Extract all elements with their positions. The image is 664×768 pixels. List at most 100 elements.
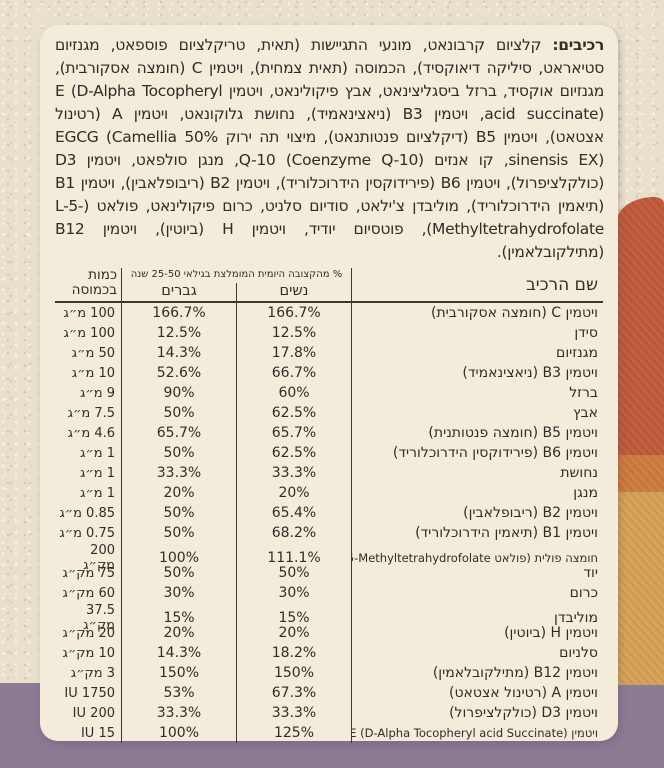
table-row: 1 מ״ג 33.3% 33.3% נחושת [55, 463, 603, 483]
column-header-amount-line2: בכמוסה [71, 282, 117, 298]
table-row: 200 מק״ג 100% 111.1% חומצה פולית (פולאט … [55, 543, 603, 573]
cell-amount: 1 מ״ג [55, 443, 122, 463]
cell-men-percent: 166.7% [122, 303, 237, 323]
cell-amount: 100 מ״ג [55, 323, 122, 343]
cell-men-percent: 12.5% [122, 323, 237, 343]
cell-women-percent: 30% [237, 583, 352, 603]
table-row: 100 מ״ג 166.7% 166.7% ויטמין C (חומצה אס… [55, 303, 603, 323]
cell-ingredient-name: ויטמין B1 (תיאמין הידרוכלוריד) [415, 525, 598, 541]
cell-men-percent: 50% [122, 443, 237, 463]
cell-men-percent: 50% [122, 403, 237, 423]
table-row: 20 מק״ג 20% 20% ויטמין H (ביוטין) [55, 623, 603, 643]
cell-men-percent: 14.3% [122, 343, 237, 363]
cell-ingredient-name: כרום [569, 585, 598, 601]
table-row: 7.5 מ״ג 50% 62.5% אבץ [55, 403, 603, 423]
ingredients-paragraph: רכיבים: קלציום קרבונאט, מונעי התגיישות (… [55, 34, 604, 267]
cell-women-percent: 68.2% [237, 523, 352, 543]
cell-ingredient-name: ויטמין B2 (ריבופלאבין) [463, 505, 598, 521]
cell-amount: 1 מ״ג [55, 463, 122, 483]
cell-women-percent: 20% [237, 623, 352, 643]
table-row: 200 IU 33.3% 33.3% ויטמין D3 (כולקלציפרו… [55, 703, 603, 723]
cell-ingredient-name: מגנזיום [556, 345, 598, 361]
cell-women-percent: 15% [237, 603, 352, 633]
cell-women-percent: 18.2% [237, 643, 352, 663]
table-row: 10 מק״ג 14.3% 18.2% סלניום [55, 643, 603, 663]
cell-women-percent: 111.1% [237, 543, 352, 573]
cell-men-percent: 150% [122, 663, 237, 683]
cell-amount: 9 מ״ג [55, 383, 122, 403]
table-row: 0.75 מ״ג 50% 68.2% ויטמין B1 (תיאמין היד… [55, 523, 603, 543]
cell-women-percent: 67.3% [237, 683, 352, 703]
cell-men-percent: 20% [122, 623, 237, 643]
cell-amount: 20 מק״ג [55, 623, 122, 643]
cell-amount: 37.5 מק״ג [55, 603, 122, 633]
cell-amount: 75 מק״ג [55, 563, 122, 583]
table-row: 100 מ״ג 12.5% 12.5% סידן [55, 323, 603, 343]
table-row: 3 מק״ג 150% 150% ויטמין B12 (מתילקובלאמי… [55, 663, 603, 683]
table-row: 1 מ״ג 20% 20% מנגן [55, 483, 603, 503]
side-band-dark-orange [617, 197, 664, 455]
table-row: 37.5 מק״ג 15% 15% מוליבדן [55, 603, 603, 633]
cell-ingredient-name: מנגן [573, 485, 598, 501]
table-row: 9 מ״ג 90% 60% ברזל [55, 383, 603, 403]
table-header: כמות בכמוסה % מהקצובה היומית המומלצת בגי… [55, 268, 603, 303]
cell-amount: 7.5 מ״ג [55, 403, 122, 423]
cell-women-percent: 33.3% [237, 463, 352, 483]
cell-women-percent: 166.7% [237, 303, 352, 323]
table-row: 0.85 מ״ג 50% 65.4% ויטמין B2 (ריבופלאבין… [55, 503, 603, 523]
cell-ingredient-name: יוד [583, 565, 598, 581]
cell-ingredient-name: ויטמין H (ביוטין) [504, 625, 598, 641]
column-header-ingredient-name: שם הרכיב [525, 274, 598, 295]
cell-amount: 1 מ״ג [55, 483, 122, 503]
side-band-gold [617, 492, 664, 685]
cell-men-percent: 15% [122, 603, 237, 633]
cell-amount: 100 מ״ג [55, 303, 122, 323]
cell-men-percent: 90% [122, 383, 237, 403]
ingredients-title: רכיבים: [552, 36, 604, 54]
cell-women-percent: 62.5% [237, 443, 352, 463]
cell-women-percent: 66.7% [237, 363, 352, 383]
cell-amount: 10 מק״ג [55, 643, 122, 663]
cell-amount: 200 IU [55, 703, 122, 723]
table-row: 10 מ״ג 52.6% 66.7% ויטמין B3 (ניאצינאמיד… [55, 363, 603, 383]
cell-ingredient-name: ויטמין B3 (ניאצינאמיד) [462, 365, 598, 381]
cell-amount: 60 מק״ג [55, 583, 122, 603]
column-header-amount-line1: כמות [88, 267, 117, 283]
cell-amount: 4.6 מ״ג [55, 423, 122, 443]
cell-women-percent: 33.3% [237, 703, 352, 723]
cell-men-percent: 30% [122, 583, 237, 603]
table-row: 75 מק״ג 50% 50% יוד [55, 563, 603, 583]
table-row: 15 IU 100% 125% ויטמין E (D-Alpha Tocoph… [55, 723, 603, 743]
cell-ingredient-name: ויטמין B6 (פירידוקסין הידרוכלוריד) [392, 445, 598, 461]
cell-women-percent: 65.7% [237, 423, 352, 443]
table-row: 50 מ״ג 14.3% 17.8% מגנזיום [55, 343, 603, 363]
cell-women-percent: 150% [237, 663, 352, 683]
cell-ingredient-name: ויטמין D3 (כולקלציפרול) [449, 705, 598, 721]
cell-ingredient-name: מוליבדן [554, 610, 598, 626]
column-header-rda: % מהקצובה היומית המומלצת בגילאי 25-50 שנ… [122, 268, 352, 283]
cell-amount: 10 מ״ג [55, 363, 122, 383]
cell-women-percent: 20% [237, 483, 352, 503]
cell-ingredient-name: ויטמין C (חומצה אסקורבית) [431, 305, 598, 321]
table-row: 4.6 מ״ג 65.7% 65.7% ויטמין B5 (חומצה פנט… [55, 423, 603, 443]
cell-ingredient-name: חומצה פולית (פולאט L-5-Methyltetrahydrof… [352, 551, 598, 565]
table-row: 1750 IU 53% 67.3% ויטמין A (רטינול אצטאט… [55, 683, 603, 703]
supplement-label-card: רכיבים: קלציום קרבונאט, מונעי התגיישות (… [40, 25, 618, 743]
nutrition-table: כמות בכמוסה % מהקצובה היומית המומלצת בגי… [55, 268, 603, 743]
cell-women-percent: 60% [237, 383, 352, 403]
cell-ingredient-name: נחושת [560, 465, 598, 481]
cell-men-percent: 100% [122, 723, 237, 743]
cell-ingredient-name: סידן [574, 325, 598, 341]
column-header-men: גברים [122, 283, 237, 301]
cell-ingredient-name: ויטמין B5 (חומצה פנטותנית) [428, 425, 598, 441]
cell-men-percent: 33.3% [122, 703, 237, 723]
cell-women-percent: 12.5% [237, 323, 352, 343]
cell-ingredient-name: ברזל [569, 385, 598, 401]
ingredients-text: קלציום קרבונאט, מונעי התגיישות (תאית, טר… [55, 36, 604, 261]
side-band-orange [617, 455, 664, 492]
cell-men-percent: 50% [122, 563, 237, 583]
table-row: 1 מ״ג 50% 62.5% ויטמין B6 (פירידוקסין הי… [55, 443, 603, 463]
table-body: 100 מ״ג 166.7% 166.7% ויטמין C (חומצה אס… [55, 303, 603, 743]
cell-women-percent: 17.8% [237, 343, 352, 363]
cell-ingredient-name: אבץ [572, 405, 598, 421]
